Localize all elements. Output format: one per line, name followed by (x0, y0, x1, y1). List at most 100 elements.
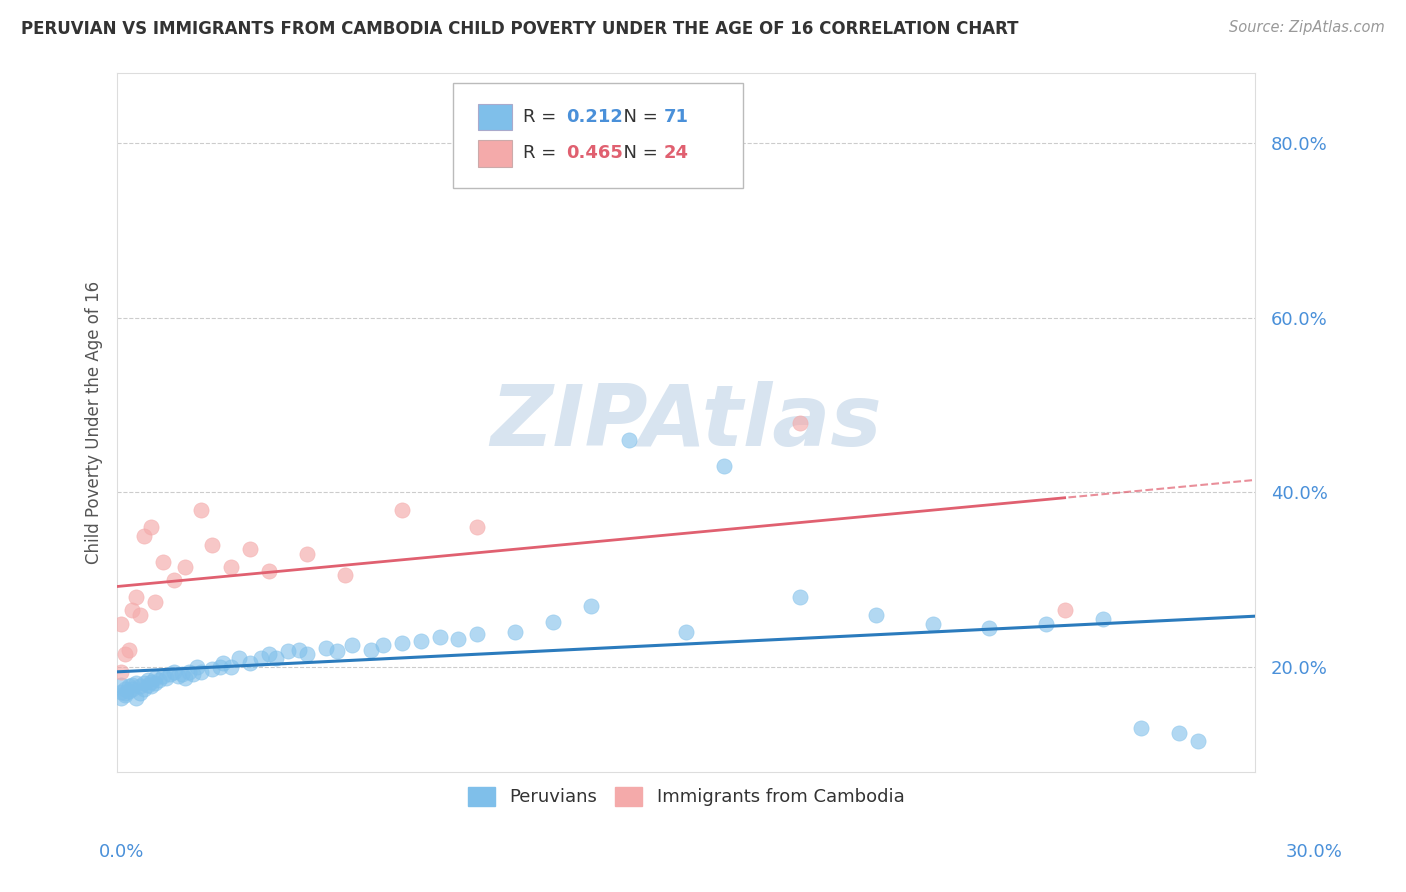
Text: 0.465: 0.465 (567, 145, 623, 162)
Point (371, 639, 394, 653)
Point (212, 656, 235, 670)
Point (288, 642, 311, 657)
Point (257, 647, 280, 661)
Point (360, 642, 382, 657)
Point (117, 680, 139, 694)
Text: R =: R = (523, 145, 562, 162)
Text: 0.0%: 0.0% (98, 843, 143, 861)
Point (152, 555, 174, 569)
Point (277, 644, 299, 658)
Point (174, 559, 197, 574)
Point (239, 542, 262, 557)
Point (143, 595, 166, 609)
Point (1168, 725, 1191, 739)
Point (326, 644, 349, 658)
Point (114, 686, 136, 700)
Point (315, 640, 337, 655)
Point (239, 656, 262, 670)
Point (979, 621, 1001, 635)
Point (136, 673, 159, 688)
Point (228, 651, 250, 665)
Point (155, 671, 177, 685)
Point (257, 564, 280, 578)
Legend: Peruvians, Immigrants from Cambodia: Peruvians, Immigrants from Cambodia (458, 778, 914, 815)
Point (581, 599, 603, 613)
Point (186, 660, 208, 674)
Point (110, 690, 132, 705)
Point (342, 639, 364, 653)
Text: PERUVIAN VS IMMIGRANTS FROM CAMBODIA CHILD POVERTY UNDER THE AGE OF 16 CORRELATI: PERUVIAN VS IMMIGRANTS FROM CAMBODIA CHI… (21, 20, 1018, 37)
Point (132, 529, 155, 543)
Point (163, 665, 186, 679)
Point (110, 665, 132, 679)
Text: 71: 71 (664, 108, 689, 126)
Text: 30.0%: 30.0% (1286, 843, 1343, 861)
Point (391, 636, 413, 650)
Point (219, 660, 242, 674)
Point (141, 680, 163, 694)
Point (129, 680, 152, 694)
Point (208, 660, 231, 674)
Text: N =: N = (612, 145, 664, 162)
Point (114, 688, 136, 702)
Text: N =: N = (612, 108, 664, 126)
Point (114, 681, 136, 696)
Point (110, 678, 132, 692)
Text: 0.212: 0.212 (567, 108, 623, 126)
Point (467, 627, 489, 641)
Point (163, 573, 186, 587)
Text: 24: 24 (664, 145, 689, 162)
Point (125, 690, 148, 705)
Point (136, 678, 159, 692)
Bar (478, 103, 512, 130)
Point (110, 684, 132, 698)
Point (713, 459, 735, 474)
Point (121, 678, 143, 692)
Point (1054, 603, 1077, 617)
Point (447, 632, 470, 647)
Point (121, 681, 143, 696)
Point (219, 559, 242, 574)
Point (409, 634, 432, 648)
Point (152, 669, 174, 683)
Point (190, 503, 212, 517)
Point (159, 667, 181, 681)
Point (125, 591, 148, 605)
Point (117, 642, 139, 657)
Point (543, 615, 565, 629)
Text: ZIPAtlas: ZIPAtlas (491, 381, 882, 464)
Point (110, 616, 132, 631)
Point (921, 616, 943, 631)
Point (125, 676, 148, 690)
Point (1187, 734, 1209, 748)
Point (505, 625, 527, 640)
Point (167, 669, 190, 683)
Point (201, 538, 224, 552)
Y-axis label: Child Poverty Under the Age of 16: Child Poverty Under the Age of 16 (86, 281, 103, 564)
Point (467, 520, 489, 534)
Point (129, 607, 152, 622)
Point (295, 547, 318, 561)
Point (117, 683, 139, 698)
Point (1035, 616, 1057, 631)
FancyBboxPatch shape (453, 84, 742, 188)
Point (148, 673, 170, 688)
Point (333, 568, 356, 582)
Point (132, 676, 155, 690)
Point (617, 433, 640, 447)
Point (179, 665, 201, 679)
Point (789, 591, 811, 605)
Point (143, 671, 166, 685)
Point (789, 416, 811, 430)
Point (181, 667, 204, 681)
Point (114, 647, 136, 661)
Point (391, 503, 413, 517)
Point (121, 603, 143, 617)
Point (675, 625, 697, 640)
Point (143, 676, 166, 690)
Point (170, 667, 193, 681)
Point (201, 662, 224, 676)
Point (132, 681, 155, 696)
Point (190, 665, 212, 679)
Point (295, 647, 318, 661)
